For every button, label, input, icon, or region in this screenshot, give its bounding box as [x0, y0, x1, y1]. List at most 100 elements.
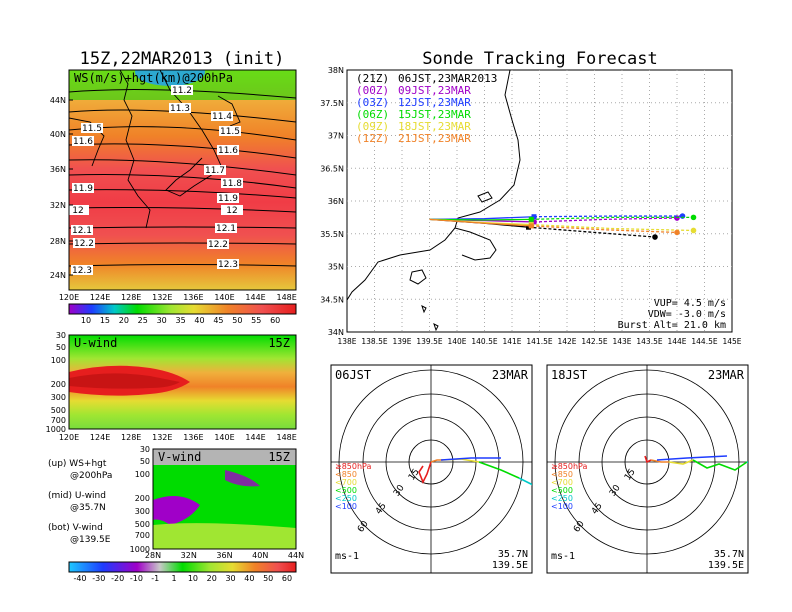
vwind-lat-tick: 28N [145, 551, 161, 560]
track-lon-tick: 142E [557, 337, 576, 346]
tracking-lat-ticks: 38N 37.5N 37N 36.5N 36N 35.5N 35N 34.5N 34N [320, 66, 344, 337]
track-lon-tick: 140.5E [471, 337, 497, 346]
note-mid-a: (mid) U-wind [48, 491, 106, 501]
track-series [429, 213, 697, 240]
contour-label-bg [169, 103, 191, 113]
map-lon-tick: 148E [277, 293, 297, 302]
contour-label-bg [204, 165, 226, 175]
wind-colorbar-label: 40 [244, 574, 254, 583]
ws-colorbar [68, 303, 297, 315]
track-lon-tick: 143.5E [636, 337, 662, 346]
vwind-p-tick: 700 [135, 531, 150, 540]
hodo-date: 23MAR [492, 368, 529, 382]
contour-label: 12 [72, 206, 83, 216]
contour-label: 12.1 [216, 224, 236, 234]
hodo-legend-item: <700 [335, 478, 357, 487]
contour-label-bg [72, 183, 94, 193]
hodo-legend-item: <700 [551, 478, 573, 487]
wind-colorbar-label: 30 [225, 574, 235, 583]
map-lon-tick: 120E [59, 293, 79, 302]
uwind-lon-tick: 136E [183, 433, 203, 442]
hodo-trace-3 [478, 461, 520, 479]
legend-jst-1: 09JST,23MAR [398, 84, 471, 97]
vwind-p-tick: 30 [140, 445, 150, 454]
sonde-params: VUP= 4.5 m/s VDW= -3.0 m/s Burst Alt= 21… [618, 298, 726, 331]
landing-marker-0 [652, 234, 658, 240]
vwind-pressure-ticks: 30 50 100 200 300 500 700 1000 [130, 445, 150, 554]
map-lat-tick: 32N [50, 201, 66, 210]
track-lat-tick: 36.5N [320, 164, 344, 173]
hodo-trace-1 [650, 459, 669, 463]
vdw-text: VDW= -3.0 m/s [648, 309, 726, 320]
uwind-p-tick: 500 [51, 406, 66, 415]
hodo-rings [331, 365, 532, 573]
legend-utc-2: (03Z) [356, 96, 389, 109]
contour-label: 11.6 [73, 137, 93, 147]
wind-colorbar [68, 561, 297, 573]
wind-colorbar-label: 10 [188, 574, 198, 583]
uwind-p-tick: 1000 [46, 425, 66, 434]
track-descent-2 [533, 215, 683, 218]
launch-time-legend: (21Z) 06JST,23MAR2013 (00Z) 09JST,23MAR (03Z… [356, 72, 497, 145]
hodo-legend-item: <850 [551, 470, 573, 479]
ws-colorbar-label: 50 [232, 316, 242, 325]
vup-text: VUP= 4.5 m/s [654, 298, 726, 309]
ws-colorbar-label: 20 [119, 316, 129, 325]
vwind-p-tick: 1000 [130, 545, 150, 554]
track-lon-tick: 141.5E [526, 337, 552, 346]
wind-colorbar-label: -20 [111, 574, 124, 583]
contour-label: 12.2 [208, 240, 228, 250]
hodo-legend-item: <500 [551, 486, 573, 495]
hodo-unit: ms-1 [335, 551, 359, 562]
contour-label: 11.9 [218, 194, 238, 204]
ws-colorbar-label: 55 [251, 316, 261, 325]
track-lat-tick: 37.5N [320, 99, 344, 108]
track-lat-tick: 35.5N [320, 230, 344, 239]
hodo-lat: 35.7N [498, 549, 528, 560]
ws-colorbar-label: 10 [81, 316, 91, 325]
map-lon-tick: 132E [152, 293, 172, 302]
contour-label-bg [217, 259, 239, 269]
track-lon-tick: 144E [667, 337, 686, 346]
uwind-p-tick: 200 [51, 380, 66, 389]
contour-label: 12 [226, 206, 237, 216]
legend-jst-2: 12JST,23MAR [398, 96, 471, 109]
hodo-legend-item: <250 [335, 494, 357, 503]
map-lat-tick: 40N [50, 130, 66, 139]
wind-colorbar-label: -10 [130, 574, 143, 583]
burst-marker-3 [528, 216, 534, 222]
vwind-lat-ticks: 28N 32N 36N 40N 44N [145, 551, 304, 560]
map-lat-tick: 24N [50, 271, 66, 280]
uwind-lon-tick: 132E [152, 433, 172, 442]
ws-min-area [135, 70, 205, 86]
burst-marker-0 [526, 224, 531, 230]
hodo-legend-item: <100 [551, 502, 573, 511]
contour-label: 11.3 [170, 104, 190, 114]
wind-colorbar-label: -40 [73, 574, 86, 583]
note-bot-a: (bot) V-wind [48, 523, 103, 533]
track-lat-tick: 37N [328, 132, 344, 141]
vwind-lat-tick: 36N [216, 551, 232, 560]
vwind-low-levels [153, 523, 296, 549]
contour-label-bg [215, 223, 237, 233]
track-lon-tick: 144.5E [691, 337, 717, 346]
ws-colorbar-label: 35 [176, 316, 186, 325]
hodo-trace-3 [692, 459, 748, 471]
uwind-lon-ticks: 120E 124E 128E 132E 136E 140E 144E 148E [59, 433, 297, 442]
track-lon-tick: 142.5E [581, 337, 607, 346]
hodo-trace-2 [668, 459, 694, 465]
map-lon-tick: 128E [121, 293, 141, 302]
hodo-legend-item: ≥850hPa [335, 462, 372, 471]
legend-jst-5: 21JST,23MAR [398, 132, 471, 145]
track-lon-tick: 145E [722, 337, 741, 346]
contour-label-bg [73, 238, 95, 248]
ws-map-label: WS(m/s)+hgt(km)@200hPa [74, 71, 233, 85]
uwind-p-tick: 300 [51, 393, 66, 402]
map-lat-ticks: 44N 40N 36N 32N 28N 24N [50, 96, 73, 280]
ws-colorbar-label: 25 [138, 316, 148, 325]
track-ascent-3 [429, 218, 532, 221]
vwind-panel: V-wind 15Z 30 50 100 200 300 500 700 1000 28N 32… [130, 445, 304, 560]
contour-label: 12.3 [72, 266, 92, 276]
wind-colorbar-label: 50 [263, 574, 273, 583]
